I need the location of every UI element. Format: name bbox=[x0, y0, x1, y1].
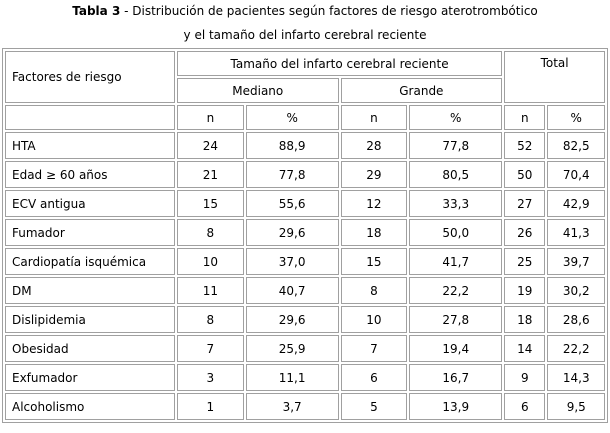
grande-n-cell: 28 bbox=[340, 132, 408, 159]
grande-n-cell: 6 bbox=[340, 364, 408, 391]
factor-cell: Dislipidemia bbox=[5, 306, 175, 333]
table-label: Tabla 3 bbox=[72, 4, 121, 18]
table-row: Fumador 8 29,6 18 50,0 26 41,3 bbox=[5, 219, 605, 246]
header-pct: % bbox=[409, 105, 503, 130]
table-row: Alcoholismo 1 3,7 5 13,9 6 9,5 bbox=[5, 393, 605, 420]
total-n-cell: 18 bbox=[504, 306, 546, 333]
total-n-cell: 26 bbox=[504, 219, 546, 246]
total-n-cell: 9 bbox=[504, 364, 546, 391]
factor-cell: Exfumador bbox=[5, 364, 175, 391]
mediano-n-cell: 15 bbox=[177, 190, 244, 217]
grande-pct-cell: 13,9 bbox=[409, 393, 503, 420]
total-n-cell: 6 bbox=[504, 393, 546, 420]
mediano-n-cell: 21 bbox=[177, 161, 244, 188]
table-row: Edad ≥ 60 años 21 77,8 29 80,5 50 70,4 bbox=[5, 161, 605, 188]
total-pct-cell: 42,9 bbox=[547, 190, 605, 217]
grande-n-cell: 5 bbox=[340, 393, 408, 420]
table-row: Exfumador 3 11,1 6 16,7 9 14,3 bbox=[5, 364, 605, 391]
risk-factors-table: Factores de riesgo Tamaño del infarto ce… bbox=[2, 48, 608, 423]
total-pct-cell: 22,2 bbox=[547, 335, 605, 362]
mediano-pct-cell: 25,9 bbox=[245, 335, 339, 362]
header-factors: Factores de riesgo bbox=[5, 51, 175, 103]
factor-cell: Cardiopatía isquémica bbox=[5, 248, 175, 275]
total-n-cell: 14 bbox=[504, 335, 546, 362]
grande-n-cell: 15 bbox=[340, 248, 408, 275]
grande-pct-cell: 77,8 bbox=[409, 132, 503, 159]
header-size: Tamaño del infarto cerebral reciente bbox=[177, 51, 503, 76]
table-row: Cardiopatía isquémica 10 37,0 15 41,7 25 39,7 bbox=[5, 248, 605, 275]
mediano-pct-cell: 40,7 bbox=[245, 277, 339, 304]
total-pct-cell: 14,3 bbox=[547, 364, 605, 391]
grande-pct-cell: 27,8 bbox=[409, 306, 503, 333]
grande-n-cell: 7 bbox=[340, 335, 408, 362]
mediano-pct-cell: 3,7 bbox=[245, 393, 339, 420]
factor-cell: Alcoholismo bbox=[5, 393, 175, 420]
total-pct-cell: 39,7 bbox=[547, 248, 605, 275]
total-n-cell: 27 bbox=[504, 190, 546, 217]
header-n: n bbox=[177, 105, 244, 130]
factor-cell: ECV antigua bbox=[5, 190, 175, 217]
mediano-n-cell: 11 bbox=[177, 277, 244, 304]
header-n: n bbox=[340, 105, 408, 130]
header-total: Total bbox=[504, 51, 605, 103]
grande-n-cell: 29 bbox=[340, 161, 408, 188]
mediano-n-cell: 7 bbox=[177, 335, 244, 362]
mediano-n-cell: 1 bbox=[177, 393, 244, 420]
total-pct-cell: 41,3 bbox=[547, 219, 605, 246]
grande-n-cell: 10 bbox=[340, 306, 408, 333]
header-grande: Grande bbox=[340, 78, 503, 103]
total-n-cell: 19 bbox=[504, 277, 546, 304]
mediano-pct-cell: 29,6 bbox=[245, 306, 339, 333]
factor-cell: Obesidad bbox=[5, 335, 175, 362]
factor-cell: DM bbox=[5, 277, 175, 304]
mediano-n-cell: 24 bbox=[177, 132, 244, 159]
header-n: n bbox=[504, 105, 546, 130]
grande-n-cell: 12 bbox=[340, 190, 408, 217]
grande-pct-cell: 50,0 bbox=[409, 219, 503, 246]
total-pct-cell: 30,2 bbox=[547, 277, 605, 304]
header-blank bbox=[5, 105, 175, 130]
total-pct-cell: 28,6 bbox=[547, 306, 605, 333]
table-caption: Tabla 3 - Distribución de pacientes segú… bbox=[0, 0, 610, 18]
total-n-cell: 25 bbox=[504, 248, 546, 275]
total-pct-cell: 70,4 bbox=[547, 161, 605, 188]
mediano-pct-cell: 77,8 bbox=[245, 161, 339, 188]
factor-cell: Edad ≥ 60 años bbox=[5, 161, 175, 188]
mediano-n-cell: 8 bbox=[177, 306, 244, 333]
factor-cell: Fumador bbox=[5, 219, 175, 246]
grande-pct-cell: 16,7 bbox=[409, 364, 503, 391]
table-row: ECV antigua 15 55,6 12 33,3 27 42,9 bbox=[5, 190, 605, 217]
factor-cell: HTA bbox=[5, 132, 175, 159]
grande-n-cell: 8 bbox=[340, 277, 408, 304]
table-row: HTA 24 88,9 28 77,8 52 82,5 bbox=[5, 132, 605, 159]
grande-pct-cell: 41,7 bbox=[409, 248, 503, 275]
header-pct: % bbox=[245, 105, 339, 130]
mediano-pct-cell: 29,6 bbox=[245, 219, 339, 246]
table-row: Dislipidemia 8 29,6 10 27,8 18 28,6 bbox=[5, 306, 605, 333]
total-pct-cell: 82,5 bbox=[547, 132, 605, 159]
header-mediano: Mediano bbox=[177, 78, 339, 103]
grande-pct-cell: 19,4 bbox=[409, 335, 503, 362]
mediano-n-cell: 10 bbox=[177, 248, 244, 275]
grande-n-cell: 18 bbox=[340, 219, 408, 246]
mediano-n-cell: 3 bbox=[177, 364, 244, 391]
grande-pct-cell: 22,2 bbox=[409, 277, 503, 304]
total-n-cell: 50 bbox=[504, 161, 546, 188]
mediano-pct-cell: 55,6 bbox=[245, 190, 339, 217]
total-pct-cell: 9,5 bbox=[547, 393, 605, 420]
grande-pct-cell: 33,3 bbox=[409, 190, 503, 217]
mediano-pct-cell: 11,1 bbox=[245, 364, 339, 391]
header-pct: % bbox=[547, 105, 605, 130]
caption-line1: - Distribución de pacientes según factor… bbox=[120, 4, 538, 18]
grande-pct-cell: 80,5 bbox=[409, 161, 503, 188]
mediano-n-cell: 8 bbox=[177, 219, 244, 246]
table-row: DM 11 40,7 8 22,2 19 30,2 bbox=[5, 277, 605, 304]
caption-line2: y el tamaño del infarto cerebral recient… bbox=[183, 28, 427, 42]
table-row: Obesidad 7 25,9 7 19,4 14 22,2 bbox=[5, 335, 605, 362]
mediano-pct-cell: 88,9 bbox=[245, 132, 339, 159]
total-n-cell: 52 bbox=[504, 132, 546, 159]
mediano-pct-cell: 37,0 bbox=[245, 248, 339, 275]
